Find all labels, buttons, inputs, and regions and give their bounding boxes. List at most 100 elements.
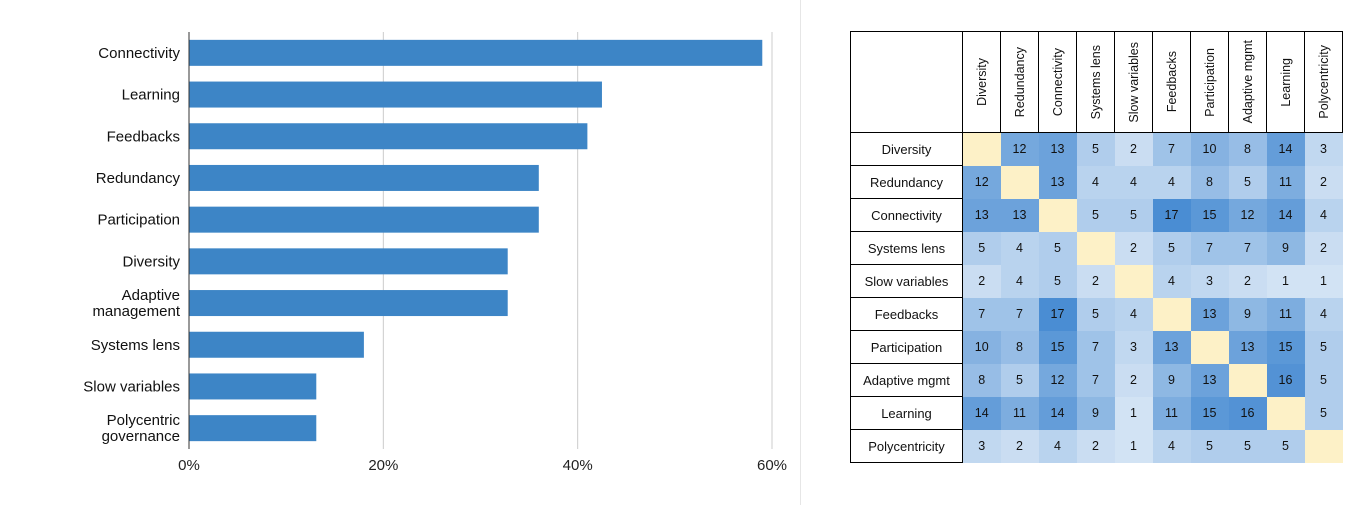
bar	[189, 39, 763, 66]
heatmap-row: Connectivity 13 13 5 5 17 15 12 14 4	[850, 198, 1343, 232]
heatmap-cell: 2	[1076, 264, 1115, 298]
column-header-label: Participation	[1202, 47, 1217, 117]
heatmap-cell: 9	[1152, 363, 1191, 397]
bar	[189, 415, 317, 442]
heatmap-column-header: Systems lens	[1076, 31, 1115, 133]
column-header-label: Diversity	[974, 58, 989, 106]
heatmap-cell: 5	[1304, 363, 1343, 397]
x-tick-label: 20%	[368, 457, 398, 474]
heatmap-cell: 13	[1038, 165, 1077, 199]
bar	[189, 123, 588, 150]
heatmap-row: Slow variables 2 4 5 2 4 3 2 1 1	[850, 264, 1343, 298]
heatmap-cell: 13	[1190, 363, 1229, 397]
heatmap-cell: 15	[1190, 198, 1229, 232]
heatmap-cell: 7	[962, 297, 1001, 331]
heatmap-column-header: Participation	[1190, 31, 1229, 133]
heatmap-cell: 4	[1114, 165, 1153, 199]
heatmap-column-header: Slow variables	[1114, 31, 1153, 133]
heatmap-cell: 3	[1304, 132, 1343, 166]
heatmap-row-label: Redundancy	[850, 165, 963, 199]
bar	[189, 248, 508, 275]
heatmap-cell: 3	[962, 429, 1001, 463]
heatmap-cell: 14	[1266, 198, 1305, 232]
heatmap-cell: 12	[1000, 132, 1039, 166]
heatmap-column-header: Learning	[1266, 31, 1305, 133]
column-header-label: Polycentricity	[1316, 45, 1331, 119]
heatmap-diagonal-cell	[1076, 231, 1115, 265]
heatmap-diagonal-cell	[962, 132, 1001, 166]
heatmap-row: Diversity 12 13 5 2 7 10 8 14 3	[850, 132, 1343, 166]
heatmap-cell: 9	[1228, 297, 1267, 331]
heatmap-row: Feedbacks 7 7 17 5 4 13 9 11 4	[850, 297, 1343, 331]
heatmap-cell: 1	[1266, 264, 1305, 298]
heatmap-cell: 12	[962, 165, 1001, 199]
heatmap-body: Diversity 12 13 5 2 7 10 8 14 3 Redundancy 12 13 4 4 4 8…	[850, 132, 1343, 463]
heatmap-cell: 2	[1304, 231, 1343, 265]
heatmap-cell: 15	[1038, 330, 1077, 364]
category-label: Connectivity	[98, 45, 180, 62]
heatmap-diagonal-cell	[1152, 297, 1191, 331]
bar-chart: 0% 20% 40% 60% Connectivity Learning Feedbacks…	[83, 32, 787, 474]
heatmap-cell: 5	[962, 231, 1001, 265]
heatmap-cell: 17	[1038, 297, 1077, 331]
heatmap-cell: 5	[1114, 198, 1153, 232]
heatmap-cell: 2	[1228, 264, 1267, 298]
bar	[189, 331, 364, 358]
column-header-label: Connectivity	[1050, 47, 1065, 117]
heatmap-cell: 2	[1114, 132, 1153, 166]
heatmap-column-header: Feedbacks	[1152, 31, 1191, 133]
heatmap-cell: 13	[962, 198, 1001, 232]
heatmap-column-header: Redundancy	[1000, 31, 1039, 133]
heatmap-cell: 2	[1114, 363, 1153, 397]
heatmap-cell: 13	[1000, 198, 1039, 232]
category-label: Feedbacks	[107, 128, 180, 145]
category-label: Slow variables	[83, 378, 180, 395]
heatmap-cell: 4	[1304, 297, 1343, 331]
heatmap-cell: 14	[962, 396, 1001, 430]
category-label: Adaptive management	[92, 287, 180, 320]
heatmap-cell: 5	[1152, 231, 1191, 265]
heatmap-cell: 13	[1190, 297, 1229, 331]
bar-chart-panel: 0% 20% 40% 60% Connectivity Learning Feedbacks…	[83, 0, 801, 505]
bar	[189, 81, 602, 108]
heatmap-row: Adaptive mgmt 8 5 12 7 2 9 13 16 5	[850, 363, 1343, 397]
heatmap-column-header: Polycentricity	[1304, 31, 1343, 133]
heatmap-cell: 11	[1000, 396, 1039, 430]
heatmap-cell: 4	[1038, 429, 1077, 463]
heatmap-cell: 11	[1266, 297, 1305, 331]
heatmap-row-label: Slow variables	[850, 264, 963, 298]
x-tick-label: 0%	[178, 457, 200, 474]
heatmap-row-label: Systems lens	[850, 231, 963, 265]
heatmap-cell: 7	[1152, 132, 1191, 166]
heatmap-cell: 9	[1266, 231, 1305, 265]
x-tick-label: 60%	[757, 457, 787, 474]
heatmap-cell: 1	[1114, 429, 1153, 463]
heatmap-cell: 12	[1228, 198, 1267, 232]
heatmap-cell: 4	[1000, 231, 1039, 265]
heatmap-cell: 4	[1152, 429, 1191, 463]
heatmap-cell: 7	[1076, 330, 1115, 364]
x-tick-label: 40%	[563, 457, 593, 474]
heatmap-cell: 16	[1228, 396, 1267, 430]
heatmap-cell: 5	[1304, 396, 1343, 430]
heatmap-cell: 5	[1190, 429, 1229, 463]
heatmap-row-label: Diversity	[850, 132, 963, 166]
heatmap-column-header: Adaptive mgmt	[1228, 31, 1267, 133]
heatmap-corner	[850, 31, 963, 133]
heatmap-cell: 2	[1000, 429, 1039, 463]
heatmap-cell: 8	[1000, 330, 1039, 364]
heatmap-header-row: Diversity Redundancy Connectivity Systems l…	[850, 31, 1343, 133]
bar	[189, 290, 508, 317]
heatmap-column-header: Connectivity	[1038, 31, 1077, 133]
heatmap-column-header: Diversity	[962, 31, 1001, 133]
heatmap-row: Learning 14 11 14 9 1 11 15 16 5	[850, 396, 1343, 430]
bar	[189, 206, 539, 233]
category-label: Diversity	[122, 253, 180, 270]
heatmap-cell: 4	[1076, 165, 1115, 199]
heatmap-cell: 7	[1076, 363, 1115, 397]
heatmap-cell: 5	[1266, 429, 1305, 463]
heatmap-cell: 16	[1266, 363, 1305, 397]
heatmap-cell: 2	[962, 264, 1001, 298]
heatmap-cell: 11	[1266, 165, 1305, 199]
heatmap-row-label: Adaptive mgmt	[850, 363, 963, 397]
